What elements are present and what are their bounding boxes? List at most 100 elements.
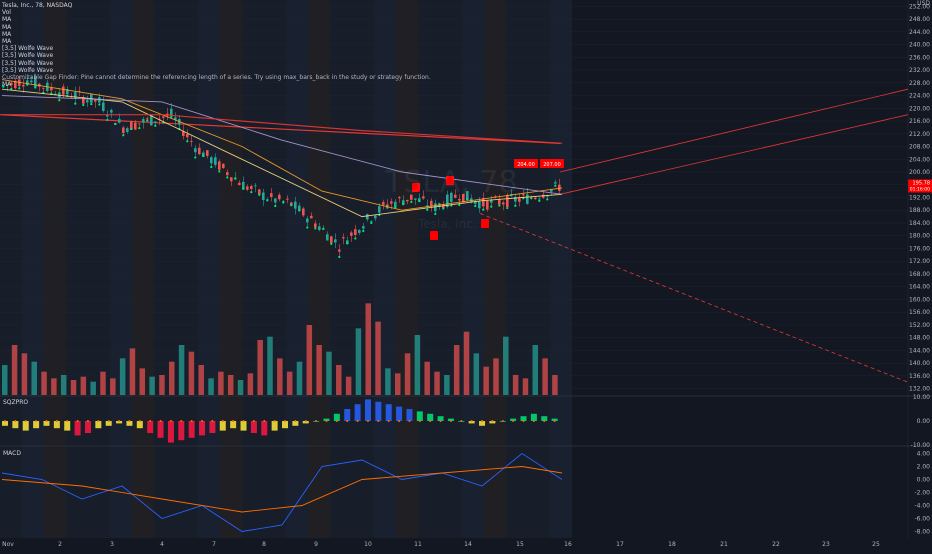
sqz-dot bbox=[284, 420, 286, 422]
candle-body bbox=[146, 118, 149, 120]
wolfe-line bbox=[559, 114, 909, 195]
volume-bar bbox=[247, 373, 254, 395]
volume-bar bbox=[306, 325, 313, 395]
signal-dot bbox=[98, 103, 101, 106]
candle-body bbox=[26, 80, 29, 85]
sqz-dot bbox=[76, 420, 79, 422]
indicator-1[interactable]: MA bbox=[2, 16, 12, 24]
sqz-dot bbox=[14, 420, 17, 422]
volume-bar bbox=[385, 368, 391, 395]
sqz-dot bbox=[335, 420, 338, 422]
x-tick-label: 4 bbox=[160, 541, 164, 548]
candle-body bbox=[246, 186, 249, 190]
volume-bar bbox=[11, 345, 18, 395]
volume-bar bbox=[365, 303, 372, 395]
macd-label[interactable]: MACD bbox=[3, 450, 21, 457]
signal-dot bbox=[354, 237, 357, 240]
candle-body bbox=[514, 197, 517, 202]
indicator-5[interactable]: [3,5] Wolfe Wave bbox=[2, 45, 54, 53]
sqz-bar bbox=[126, 421, 133, 426]
indicator-6[interactable]: [3,5] Wolfe Wave bbox=[2, 52, 54, 60]
last-price-sub: 01:16:00 bbox=[910, 186, 930, 192]
sqz-bar bbox=[385, 404, 392, 421]
volume-bar bbox=[394, 373, 401, 395]
session-stripe bbox=[462, 0, 484, 538]
sqz-dot bbox=[315, 420, 318, 422]
macd-tick-label: -8.00 bbox=[914, 529, 930, 536]
signal-dot bbox=[146, 119, 149, 122]
y-tick-label: 240.00 bbox=[909, 42, 930, 49]
sqz-bar bbox=[437, 416, 444, 421]
signal-dot bbox=[186, 140, 189, 143]
sqz-bar bbox=[354, 404, 361, 421]
sqz-dot bbox=[97, 420, 100, 422]
signal-dot bbox=[74, 102, 77, 105]
volume-bar bbox=[218, 371, 224, 395]
signal-dot bbox=[210, 165, 213, 169]
signal-dot bbox=[322, 227, 325, 231]
session-stripe bbox=[110, 0, 132, 538]
candle-body bbox=[278, 194, 281, 200]
indicator-7[interactable]: [3,5] Wolfe Wave bbox=[2, 59, 54, 67]
sqz-tick-label: 0.00 bbox=[917, 418, 931, 425]
sqz-bar bbox=[157, 421, 164, 438]
sqz-bar bbox=[447, 418, 454, 421]
indicator-3[interactable]: MA bbox=[2, 30, 12, 38]
signal-dot bbox=[242, 187, 245, 190]
sqz-dot bbox=[252, 420, 255, 422]
price-label-box bbox=[540, 159, 564, 168]
symbol-title[interactable]: Tesla, Inc., 78, NASDAQ bbox=[2, 2, 73, 9]
sqz-bar bbox=[364, 399, 371, 421]
signal-dot bbox=[410, 200, 413, 204]
candle-body bbox=[558, 184, 561, 191]
candle-body bbox=[294, 201, 297, 209]
sqz-bar bbox=[53, 421, 60, 429]
macd-tick-label: 0.00 bbox=[917, 477, 931, 484]
indicator-0[interactable]: Vol bbox=[2, 9, 11, 17]
candle-body bbox=[430, 200, 433, 207]
candle-body bbox=[314, 223, 317, 228]
candle-body bbox=[546, 195, 549, 197]
candle-body bbox=[86, 100, 89, 103]
sqz-dot bbox=[460, 420, 463, 422]
candle-body bbox=[94, 99, 97, 102]
sqz-bar bbox=[250, 421, 257, 433]
sqz-label[interactable]: SQZPRO bbox=[3, 399, 29, 406]
indicator-2[interactable]: MA bbox=[2, 23, 12, 31]
candle-body bbox=[174, 117, 177, 121]
candle-body bbox=[538, 198, 541, 200]
signal-dot bbox=[266, 199, 269, 202]
error-text: Customizable Gap Finder: Pine cannot det… bbox=[2, 74, 431, 82]
signal-dot bbox=[370, 221, 373, 225]
sqz-dot bbox=[398, 420, 401, 422]
candle-body bbox=[342, 237, 345, 239]
candle-body bbox=[506, 194, 509, 208]
sqz-dot bbox=[377, 420, 380, 422]
sqz-bar bbox=[230, 421, 237, 429]
signal-dot bbox=[250, 191, 253, 194]
candle-body bbox=[374, 215, 377, 219]
indicator-4[interactable]: MA bbox=[2, 38, 12, 46]
indicator-last[interactable]: MA bbox=[2, 81, 12, 89]
sqz-dot bbox=[522, 420, 525, 422]
sqz-dot bbox=[304, 420, 307, 422]
signal-marker bbox=[446, 176, 454, 185]
x-tick-label: 10 bbox=[364, 541, 372, 548]
candle-body bbox=[466, 191, 469, 201]
signal-dot bbox=[106, 118, 109, 122]
macd-tick-label: -4.00 bbox=[914, 503, 930, 510]
candle-body bbox=[82, 96, 85, 104]
volume-bar bbox=[70, 380, 77, 395]
macd-tick-label: -6.00 bbox=[914, 516, 930, 523]
signal-dot bbox=[498, 204, 501, 207]
y-tick-label: 176.00 bbox=[909, 245, 930, 252]
indicator-8[interactable]: [3,5] Wolfe Wave bbox=[2, 66, 54, 74]
signal-dot bbox=[362, 229, 365, 233]
signal-dot bbox=[458, 203, 461, 207]
macd-line bbox=[1, 466, 563, 513]
volume-bar bbox=[424, 361, 430, 395]
volume-bar bbox=[286, 371, 293, 395]
sqz-bar bbox=[261, 421, 268, 436]
